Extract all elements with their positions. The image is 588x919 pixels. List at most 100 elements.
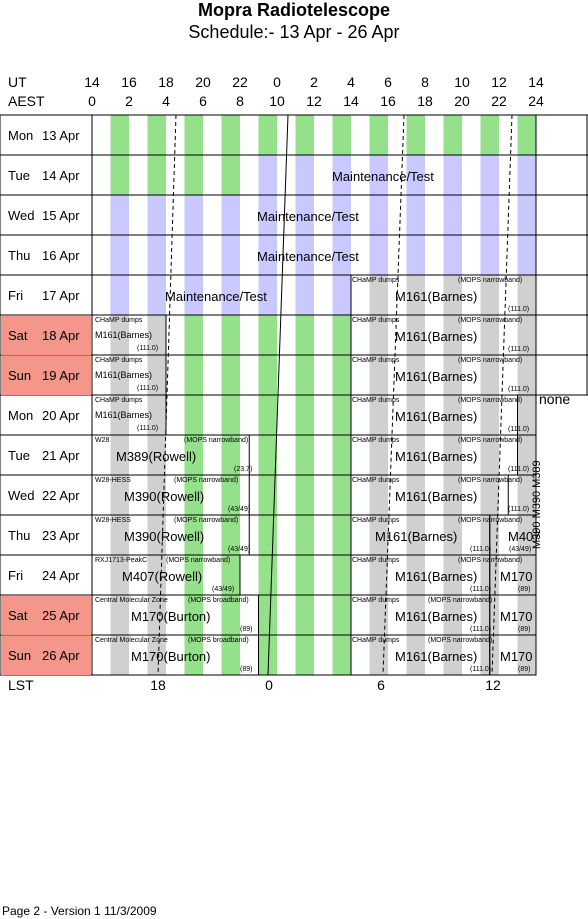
stripe-segment [221,635,240,675]
stripe-segment [332,595,351,635]
block-mode-tag: (MOPS broadband) [188,597,249,604]
lst-zero-line [267,114,289,676]
stripe-segment [295,115,314,155]
day-date: 16 Apr [42,248,80,263]
lst-tick-label: 0 [265,677,273,693]
stripe-segment [184,275,203,315]
stripe-segment [443,395,462,435]
stripe-segment [147,595,166,635]
stripe-segment [406,435,425,475]
stripe-segment [443,555,462,595]
stripe-segment [147,235,166,275]
stripe-segment [221,355,240,395]
stripe-segment [406,115,425,155]
aest-tick-label: 10 [269,93,285,109]
stripe-segment [184,595,203,635]
block-config-tag: (43/49) [228,506,251,513]
stripe-segment [147,435,166,475]
day-date: 24 Apr [42,568,80,583]
stripe-segment [295,595,314,635]
stripe-segment [517,115,536,155]
aest-axis-label: AEST [8,93,45,109]
maintenance-label: Maintenance/Test [332,169,434,184]
block-mode-tag: (MOPS narrowband) [174,477,239,484]
block-mode-tag: (MOPS narrowband) [458,437,523,444]
day-name: Fri [8,568,24,583]
lst-line-right [491,114,513,676]
block-project-tag: CHaMP dumps [352,357,400,364]
stripe-segment [406,515,425,555]
ut-tick-label: 12 [491,74,507,90]
day-name: Wed [8,488,35,503]
stripe-segment [184,195,203,235]
block-config-tag: (111.0) [508,506,530,513]
day-date: 21 Apr [42,448,80,463]
day-name: Tue [8,168,30,183]
block-project-tag: Central Molecular Zone [95,597,168,604]
block-project-label: M161(Barnes) [395,609,478,624]
block-mode-tag: (MOPS narrowband) [458,557,523,564]
stripe-segment [110,475,129,515]
stripe-segment [332,235,351,275]
stripe-segment [480,275,499,315]
stripe-segment [110,315,129,355]
stripe-segment [258,435,277,475]
stripe-segment [110,555,129,595]
day-date: 26 Apr [42,648,80,663]
stripe-segment [184,475,203,515]
block-project-label: M161(Barnes) [395,369,478,384]
aest-tick-label: 24 [528,93,544,109]
stripe-segment [406,595,425,635]
aest-tick-label: 16 [380,93,396,109]
lst-axis-label: LST [8,677,34,693]
lst-tick-label: 18 [150,677,166,693]
page-subtitle: Schedule:- 13 Apr - 26 Apr [188,22,400,42]
block-project-tag: CHaMP dumps [352,637,400,644]
block-mode-tag: (MOPS narrowband) [166,557,231,564]
stripe-segment [406,275,425,315]
ut-tick-label: 6 [384,74,392,90]
stripe-segment [443,355,462,395]
stripe-segment [221,515,240,555]
block-project-label: M161(Barnes) [95,330,153,340]
stripe-segment [258,155,277,195]
stripe-segment [147,515,166,555]
stripe-segment [406,355,425,395]
stripe-segment [517,195,536,235]
stripe-segment [258,115,277,155]
ut-tick-label: 18 [158,74,174,90]
block-project-label: M389(Rowell) [116,449,197,464]
block-project-tag: CHaMP dumps [352,517,400,524]
day-name: Fri [8,288,24,303]
stripe-segment [184,155,203,195]
block-config-tag: (89) [518,626,531,633]
footer-text: Page 2 - Version 1 11/3/2009 [2,904,157,918]
day-name: Tue [8,448,30,463]
stripe-segment [332,515,351,555]
stripe-segment [110,235,129,275]
block-project-tag: W28 [95,437,110,444]
block-config-tag: (43/49) [212,586,235,593]
ut-tick-label: 2 [310,74,318,90]
stripe-segment [147,635,166,675]
block-project-label: M170(Burton) [131,609,211,624]
stripe-segment [258,595,277,635]
stripe-segment [258,395,277,435]
block-config-tag: (111.0) [470,586,492,593]
stripe-segment [369,555,388,595]
stripe-segment [517,155,536,195]
stripe-segment [295,275,314,315]
stripe-segment [480,355,499,395]
stripe-segment [110,395,129,435]
stripe-segment [480,435,499,475]
stripe-segment [147,155,166,195]
block-config-tag: (111.0) [508,306,530,313]
weekend-highlight [1,316,91,355]
stripe-segment [184,315,203,355]
ut-tick-label: 14 [84,74,100,90]
stripe-segment [443,475,462,515]
block-project-label: M161(Barnes) [95,370,153,380]
lst-tick-label: 12 [485,677,501,693]
block-mode-tag: (MOPS narrowband) [458,397,523,404]
stripe-segment [110,195,129,235]
